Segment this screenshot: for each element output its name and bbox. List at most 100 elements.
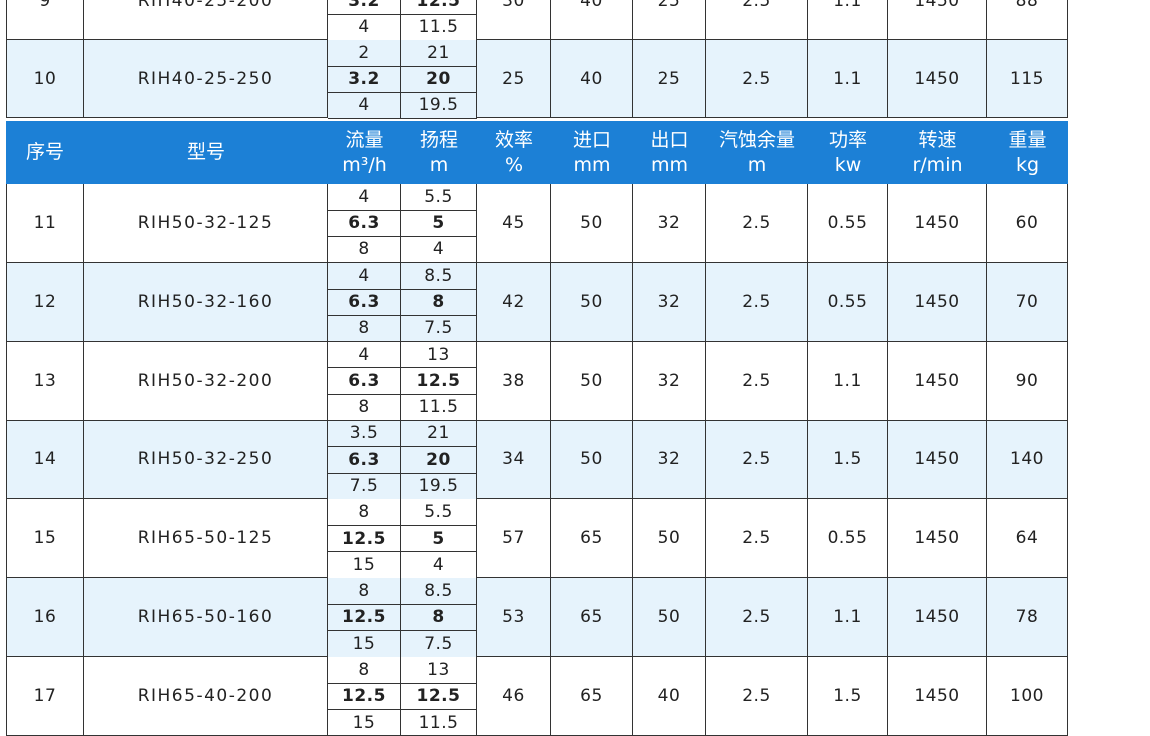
no-cell: 14 [6, 420, 84, 500]
flow-cell: 6.3 [328, 289, 401, 316]
head-cell: 7.5 [401, 315, 477, 343]
inlet-cell: 65 [551, 657, 633, 736]
no-cell: 12 [6, 262, 84, 342]
speed-cell: 1450 [888, 499, 987, 579]
flow-cell: 15 [328, 630, 401, 658]
weight-cell: 100 [987, 657, 1068, 736]
head-cell: 5 [401, 525, 477, 553]
flow-cell: 3.5 [328, 420, 401, 448]
head-cell: 4 [401, 236, 477, 264]
head-cell: 4 [401, 552, 477, 579]
speed-cell: 1450 [888, 341, 987, 421]
npsh-cell: 2.5 [706, 578, 808, 658]
efficiency-cell: 45 [477, 184, 551, 263]
header-text: 功率 [828, 128, 867, 151]
no-cell: 9 [6, 0, 84, 40]
flow-cell: 8 [328, 578, 401, 606]
flow-cell: 12.5 [328, 525, 401, 553]
row-bg [6, 184, 1068, 263]
row-bg [6, 420, 1068, 500]
outlet-cell: 32 [633, 420, 706, 500]
header-cell: 扬程 m [401, 121, 477, 184]
power-cell: 0.55 [808, 184, 888, 263]
header-cell: 型号 [84, 121, 328, 184]
header-text: 进口 [572, 128, 611, 151]
npsh-cell: 2.5 [706, 499, 808, 579]
no-cell: 17 [6, 657, 84, 736]
header-cell: 重量 kg [987, 121, 1068, 184]
inlet-cell: 50 [551, 341, 633, 421]
inlet-cell: 40 [551, 0, 633, 40]
model-cell: RIH50-32-250 [84, 420, 328, 500]
speed-cell: 1450 [888, 0, 987, 40]
head-cell: 13 [401, 657, 477, 684]
flow-cell: 8 [328, 236, 401, 264]
header-cell: 汽蚀余量 m [706, 121, 808, 184]
outlet-cell: 50 [633, 499, 706, 579]
flow-cell: 4 [328, 184, 401, 211]
head-cell: 7.5 [401, 630, 477, 658]
header-text: m [747, 153, 767, 176]
head-cell: 20 [401, 66, 477, 93]
row-bg [6, 40, 1068, 118]
head-cell: 5.5 [401, 184, 477, 211]
model-cell: RIH50-32-160 [84, 262, 328, 342]
header-cell: 序号 [6, 121, 84, 184]
efficiency-cell: 30 [477, 0, 551, 40]
row-bg [6, 341, 1068, 421]
weight-cell: 70 [987, 262, 1068, 342]
inlet-cell: 40 [551, 40, 633, 118]
speed-cell: 1450 [888, 262, 987, 342]
header-text: m [429, 153, 449, 176]
efficiency-cell: 46 [477, 657, 551, 736]
flow-cell: 12.5 [328, 683, 401, 711]
flow-cell: 6.3 [328, 210, 401, 238]
no-cell: 13 [6, 341, 84, 421]
model-cell: RIH50-32-125 [84, 184, 328, 263]
flow-cell: 2 [328, 40, 401, 67]
model-cell: RIH50-32-200 [84, 341, 328, 421]
flow-cell: 8 [328, 657, 401, 684]
header-cell: 出口 mm [633, 121, 706, 184]
head-cell: 11.5 [401, 709, 477, 736]
head-cell: 5 [401, 210, 477, 238]
flow-cell: 3.2 [328, 0, 401, 15]
header-text: mm [573, 153, 611, 176]
no-cell: 16 [6, 578, 84, 658]
model-cell: RIH65-40-200 [84, 657, 328, 736]
npsh-cell: 2.5 [706, 657, 808, 736]
weight-cell: 90 [987, 341, 1068, 421]
header-text: kg [1015, 153, 1040, 176]
head-cell: 12.5 [401, 0, 477, 15]
row-bg [6, 0, 1068, 40]
speed-cell: 1450 [888, 578, 987, 658]
model-cell: RIH65-50-125 [84, 499, 328, 579]
flow-cell: 4 [328, 341, 401, 369]
speed-cell: 1450 [888, 420, 987, 500]
header-text: 转速 [918, 128, 957, 151]
head-cell: 13 [401, 341, 477, 369]
header-text: 扬程 [419, 128, 458, 151]
flow-cell: 6.3 [328, 368, 401, 395]
power-cell: 1.5 [808, 420, 888, 500]
speed-cell: 1450 [888, 657, 987, 736]
npsh-cell: 2.5 [706, 40, 808, 118]
flow-cell: 12.5 [328, 604, 401, 632]
row-bg [6, 578, 1068, 658]
header-text: 汽蚀余量 [718, 128, 795, 151]
model-cell: RIH65-50-160 [84, 578, 328, 658]
header-text: 重量 [1008, 128, 1047, 151]
inlet-cell: 65 [551, 578, 633, 658]
power-cell: 0.55 [808, 262, 888, 342]
weight-cell: 78 [987, 578, 1068, 658]
efficiency-cell: 25 [477, 40, 551, 118]
weight-cell: 140 [987, 420, 1068, 500]
header-cell: 功率 kw [808, 121, 888, 184]
head-cell: 11.5 [401, 14, 477, 41]
outlet-cell: 32 [633, 184, 706, 263]
npsh-cell: 2.5 [706, 420, 808, 500]
no-cell: 10 [6, 40, 84, 118]
header-text: 流量 [345, 128, 384, 151]
power-cell: 1.1 [808, 40, 888, 118]
